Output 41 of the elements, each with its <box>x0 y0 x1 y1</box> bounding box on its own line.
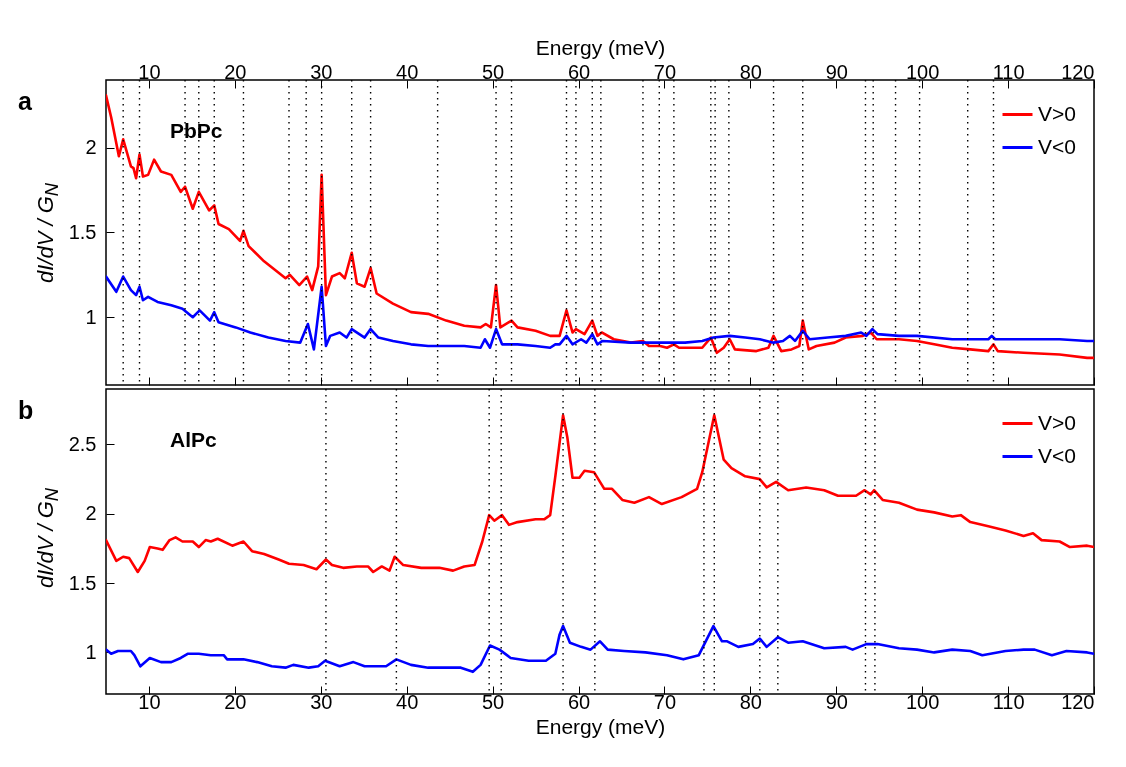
y-tick-label: 2 <box>85 136 97 159</box>
y-tick-label: 1.5 <box>68 221 97 243</box>
x2-axis-title: Energy (meV) <box>535 35 666 59</box>
x-tick-label: 110 <box>992 690 1025 713</box>
x-tick-label: 40 <box>396 690 419 713</box>
x2-tick-label: 50 <box>481 60 505 83</box>
x-axis-title: Energy (meV) <box>535 714 666 738</box>
x-tick-label: 30 <box>310 690 333 713</box>
x2-tick-label: 40 <box>396 60 419 83</box>
annotation: PbPc <box>170 119 223 142</box>
x2-tick-label: 90 <box>825 60 848 83</box>
annotation: AlPc <box>170 428 218 451</box>
x-tick-label: 100 <box>905 690 940 713</box>
legend-label: V>0 <box>1038 101 1076 125</box>
y-tick-label: 2.5 <box>68 432 97 455</box>
x-tick-label: 50 <box>481 690 505 713</box>
y-tick-label: 1 <box>85 640 97 663</box>
x2-tick-label: 110 <box>992 60 1025 83</box>
x-tick-label: 70 <box>653 690 677 713</box>
y-tick-label: 1.5 <box>68 571 97 594</box>
x2-tick-label: 20 <box>224 60 247 83</box>
x-tick-label: 10 <box>138 690 161 713</box>
x-tick-label: 80 <box>739 690 762 713</box>
x2-tick-label: 100 <box>905 60 940 83</box>
x-tick-label: 60 <box>567 690 591 713</box>
y-tick-label: 1 <box>85 305 97 328</box>
text: a <box>18 87 33 115</box>
x2-tick-label: 70 <box>653 60 677 83</box>
legend-label: V<0 <box>1038 443 1076 467</box>
x-tick-label: 20 <box>224 690 247 713</box>
x2-tick-label: 30 <box>310 60 333 83</box>
legend-label: V<0 <box>1038 134 1076 158</box>
x2-tick-label: 60 <box>567 60 591 83</box>
x2-tick-label: 80 <box>739 60 762 83</box>
legend-label: V>0 <box>1038 410 1076 434</box>
x2-tick-label: 10 <box>138 60 161 83</box>
text: b <box>18 396 34 424</box>
x-tick-label: 90 <box>825 690 848 713</box>
x-tick-label: 120 <box>1061 690 1095 713</box>
x2-tick-label: 120 <box>1061 60 1095 83</box>
y-tick-label: 2 <box>85 502 97 525</box>
